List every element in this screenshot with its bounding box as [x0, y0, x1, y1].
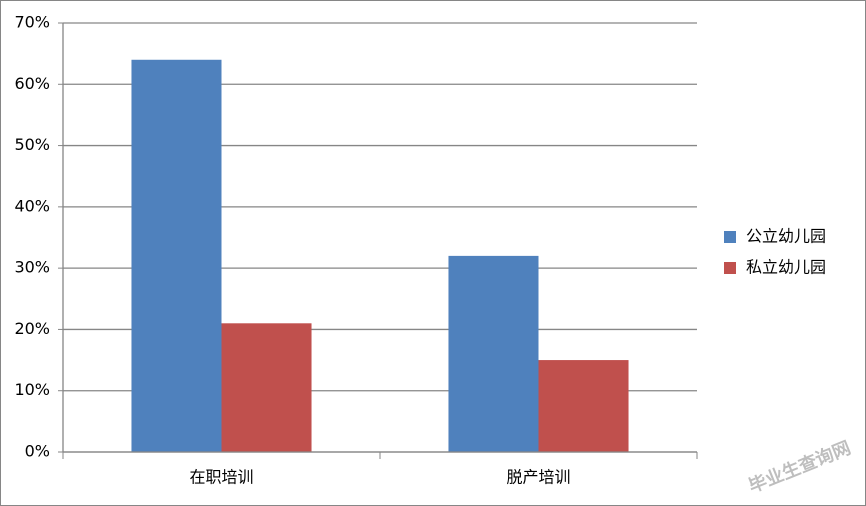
- legend-label: 私立幼儿园: [746, 258, 826, 277]
- y-tick-label: 70%: [14, 13, 50, 32]
- y-tick-label: 30%: [14, 258, 50, 277]
- bar: [221, 323, 312, 452]
- legend-label: 公立幼儿园: [746, 227, 826, 246]
- bar: [538, 360, 629, 452]
- y-tick-label: 10%: [14, 380, 50, 399]
- bar: [131, 59, 222, 453]
- legend-swatch: [724, 231, 736, 243]
- bar: [448, 255, 539, 452]
- y-tick-label: 50%: [14, 135, 50, 154]
- x-tick-label: 在职培训: [189, 468, 253, 487]
- x-tick-label: 脱产培训: [506, 468, 570, 487]
- y-tick-label: 40%: [14, 196, 50, 215]
- y-tick-label: 60%: [14, 74, 50, 93]
- y-tick-label: 0%: [25, 442, 50, 461]
- legend-swatch: [724, 262, 736, 274]
- y-tick-label: 20%: [14, 319, 50, 338]
